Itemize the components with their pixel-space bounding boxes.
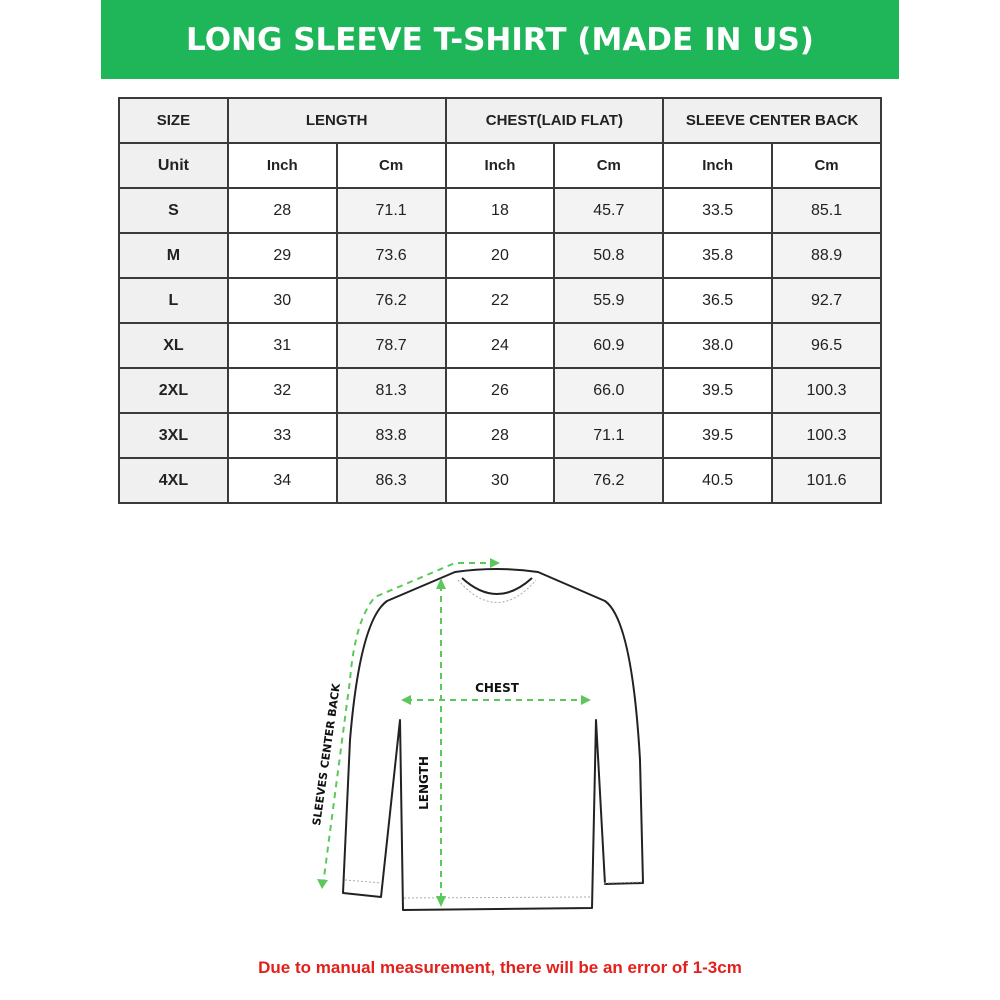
measurement-note: Due to manual measurement, there will be… [258,958,742,977]
sleeve-arrow [322,562,497,886]
value-cell: 81.3 [335,367,447,414]
value-cell: 50.8 [553,232,665,279]
value-cell: 86.3 [335,457,447,504]
value-cell: 71.1 [335,187,447,234]
value-cell: 83.8 [335,412,447,459]
value-cell: 71.1 [553,412,665,459]
length-label: LENGTH [417,756,431,810]
value-cell: 31 [226,322,338,369]
value-cell: 101.6 [771,457,882,504]
size-cell: 4XL [118,457,229,504]
value-cell: 30 [226,277,338,324]
value-cell: 40.5 [662,457,774,504]
unit-label: Unit [118,142,229,189]
value-cell: 78.7 [335,322,447,369]
value-cell: 33 [226,412,338,459]
table-row: 3XL 33 83.8 28 71.1 39.5 100.3 [118,412,882,459]
size-chart-table: SIZE LENGTH CHEST(LAID FLAT) SLEEVE CENT… [118,97,882,504]
value-cell: 33.5 [662,187,774,234]
size-cell: L [118,277,229,324]
value-cell: 96.5 [771,322,882,369]
header-chest: CHEST(LAID FLAT) [444,97,665,144]
table-row: 4XL 34 86.3 30 76.2 40.5 101.6 [118,457,882,504]
measure-arrows [322,562,586,900]
value-cell: 73.6 [335,232,447,279]
table-row: XL 31 78.7 24 60.9 38.0 96.5 [118,322,882,369]
size-cell: M [118,232,229,279]
header-sleeve: SLEEVE CENTER BACK [662,97,882,144]
value-cell: 35.8 [662,232,774,279]
value-cell: 76.2 [335,277,447,324]
value-cell: 34 [226,457,338,504]
page-title: LONG SLEEVE T-SHIRT (MADE IN US) [186,21,814,58]
group-header-row: SIZE LENGTH CHEST(LAID FLAT) SLEEVE CENT… [118,97,882,144]
value-cell: 28 [226,187,338,234]
value-cell: 36.5 [662,277,774,324]
value-cell: 45.7 [553,187,665,234]
value-cell: 100.3 [771,367,882,414]
value-cell: 92.7 [771,277,882,324]
value-cell: 30 [444,457,556,504]
value-cell: 76.2 [553,457,665,504]
value-cell: 100.3 [771,412,882,459]
table-row: S 28 71.1 18 45.7 33.5 85.1 [118,187,882,234]
header-length: LENGTH [226,97,447,144]
table-row: M 29 73.6 20 50.8 35.8 88.9 [118,232,882,279]
value-cell: 24 [444,322,556,369]
size-cell: 3XL [118,412,229,459]
unit-row: Unit Inch Cm Inch Cm Inch Cm [118,142,882,189]
value-cell: 38.0 [662,322,774,369]
size-cell: S [118,187,229,234]
value-cell: 29 [226,232,338,279]
value-cell: Cm [771,142,882,189]
size-cell: 2XL [118,367,229,414]
size-cell: XL [118,322,229,369]
value-cell: 26 [444,367,556,414]
value-cell: 88.9 [771,232,882,279]
value-cell: Cm [335,142,447,189]
value-cell: 20 [444,232,556,279]
value-cell: 22 [444,277,556,324]
table-row: L 30 76.2 22 55.9 36.5 92.7 [118,277,882,324]
table-row: 2XL 32 81.3 26 66.0 39.5 100.3 [118,367,882,414]
value-cell: Inch [226,142,338,189]
value-cell: 28 [444,412,556,459]
value-cell: 18 [444,187,556,234]
header-size: SIZE [118,97,229,144]
value-cell: 32 [226,367,338,414]
value-cell: 39.5 [662,367,774,414]
value-cell: 55.9 [553,277,665,324]
value-cell: 60.9 [553,322,665,369]
title-banner: LONG SLEEVE T-SHIRT (MADE IN US) [101,0,899,79]
chest-label: CHEST [475,681,520,695]
value-cell: 39.5 [662,412,774,459]
value-cell: Inch [444,142,556,189]
shirt-outline [342,568,644,911]
value-cell: 66.0 [553,367,665,414]
sleeve-label: SLEEVES CENTER BACK [310,682,343,826]
value-cell: Cm [553,142,665,189]
value-cell: Inch [662,142,774,189]
value-cell: 85.1 [771,187,882,234]
